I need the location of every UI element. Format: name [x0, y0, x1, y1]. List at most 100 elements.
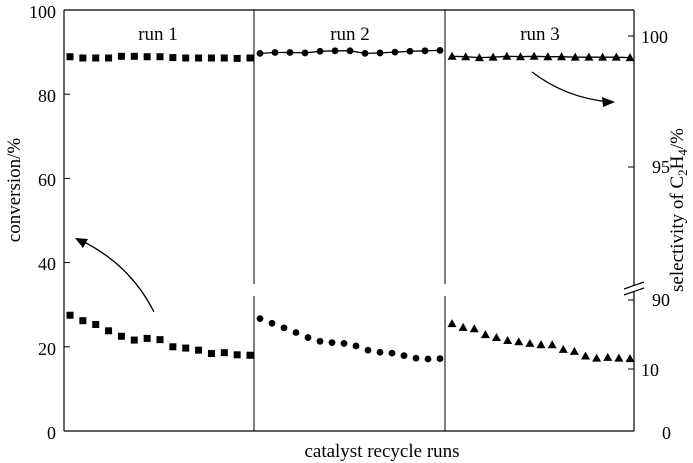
- run-label: run 2: [330, 24, 370, 45]
- data-point-circle: [376, 49, 384, 57]
- data-point-square: [182, 344, 190, 352]
- y-tick-left: 20: [38, 339, 56, 359]
- data-point-triangle: [514, 337, 524, 346]
- data-point-triangle: [584, 52, 594, 61]
- data-point-triangle: [469, 324, 479, 333]
- data-point-triangle: [557, 52, 567, 61]
- axis-break-mark: [623, 281, 645, 290]
- y-tick-left: 0: [47, 423, 56, 443]
- data-point-square: [233, 54, 241, 62]
- data-point-square: [117, 52, 125, 60]
- data-point-triangle: [502, 51, 512, 60]
- data-point-circle: [346, 47, 354, 55]
- data-point-circle: [292, 329, 300, 336]
- data-point-circle: [271, 49, 279, 56]
- data-point-triangle: [447, 51, 457, 60]
- data-point-square: [220, 349, 228, 357]
- y-axis-label-right-prefix: selectivity of C: [667, 176, 688, 292]
- run-label: run 3: [520, 24, 560, 45]
- data-point-triangle: [625, 354, 635, 363]
- data-point-circle: [361, 49, 369, 57]
- data-point-circle: [340, 340, 348, 347]
- data-point-circle: [436, 47, 444, 54]
- data-point-triangle: [570, 52, 580, 61]
- data-point-circle: [328, 339, 336, 346]
- y-tick-right: 0: [662, 423, 671, 443]
- data-point-triangle: [547, 340, 557, 349]
- data-point-square: [220, 54, 228, 62]
- y-tick-right: 100: [641, 27, 668, 47]
- data-point-square: [246, 351, 254, 359]
- data-point-circle: [412, 354, 420, 362]
- data-point-square: [195, 54, 203, 62]
- y-axis-label-right-sub1: 2: [675, 169, 690, 176]
- arrowhead: [602, 97, 615, 107]
- data-point-square: [105, 327, 113, 335]
- data-point-square: [66, 53, 74, 61]
- series-triangle-conversion: [447, 319, 635, 363]
- data-point-triangle: [488, 52, 498, 61]
- data-point-triangle: [536, 340, 546, 349]
- data-point-circle: [400, 352, 408, 360]
- data-point-circle: [304, 334, 312, 341]
- data-point-square: [195, 346, 203, 354]
- data-point-square: [156, 53, 164, 61]
- series-circle-selectivity: [256, 47, 444, 57]
- data-point-triangle: [569, 346, 579, 355]
- y-tick-left: 60: [38, 170, 56, 190]
- data-point-triangle: [474, 53, 484, 62]
- y-tick-left: 40: [38, 254, 56, 274]
- plot-frame: [63, 9, 645, 432]
- axis-break-mark: [623, 287, 645, 296]
- data-point-circle: [256, 315, 264, 322]
- data-point-square: [105, 54, 113, 62]
- data-point-triangle: [525, 338, 535, 347]
- data-point-circle: [391, 48, 399, 56]
- series-square-selectivity: [66, 52, 254, 62]
- data-point-triangle: [529, 51, 539, 60]
- data-point-square: [92, 54, 100, 62]
- data-point-circle: [316, 337, 324, 345]
- y-tick-left: 80: [38, 86, 56, 106]
- data-point-triangle: [515, 52, 525, 61]
- data-point-triangle: [503, 335, 513, 344]
- data-point-square: [117, 332, 125, 340]
- series-triangle-selectivity: [447, 51, 635, 62]
- data-point-square: [207, 350, 215, 358]
- series-square-conversion: [66, 311, 254, 359]
- y-axis-label-right-mid: H: [667, 155, 688, 169]
- y-axis-label-right-suffix: /%: [667, 128, 688, 149]
- data-point-square: [130, 52, 138, 60]
- data-point-square: [66, 311, 74, 319]
- data-point-triangle: [492, 333, 501, 342]
- series-circle-conversion: [256, 315, 444, 363]
- data-point-circle: [316, 47, 324, 55]
- run-label: run 1: [138, 24, 178, 45]
- data-point-square: [130, 336, 138, 344]
- data-point-square: [79, 54, 87, 62]
- data-point-square: [246, 54, 254, 62]
- data-point-square: [169, 54, 177, 62]
- data-point-triangle: [447, 319, 457, 328]
- data-point-circle: [268, 319, 276, 327]
- y-tick-right: 10: [641, 360, 659, 380]
- data-point-circle: [352, 342, 360, 350]
- data-point-square: [79, 317, 87, 325]
- data-point-triangle: [611, 52, 621, 61]
- data-point-square: [156, 336, 164, 344]
- y-tick-right: 90: [652, 290, 670, 310]
- data-point-circle: [301, 49, 309, 57]
- data-point-square: [92, 320, 100, 328]
- axis-indicator-arrow-right: [531, 71, 611, 103]
- data-point-triangle: [592, 353, 602, 362]
- y-tick-right: 95: [652, 157, 670, 177]
- data-point-triangle: [461, 52, 471, 61]
- data-point-triangle: [625, 53, 635, 62]
- axis-indicator-arrow-left: [79, 239, 155, 313]
- data-point-square: [143, 53, 151, 61]
- data-point-circle: [376, 348, 384, 356]
- data-point-square: [233, 351, 241, 359]
- data-point-circle: [364, 346, 372, 354]
- data-point-circle: [388, 349, 396, 357]
